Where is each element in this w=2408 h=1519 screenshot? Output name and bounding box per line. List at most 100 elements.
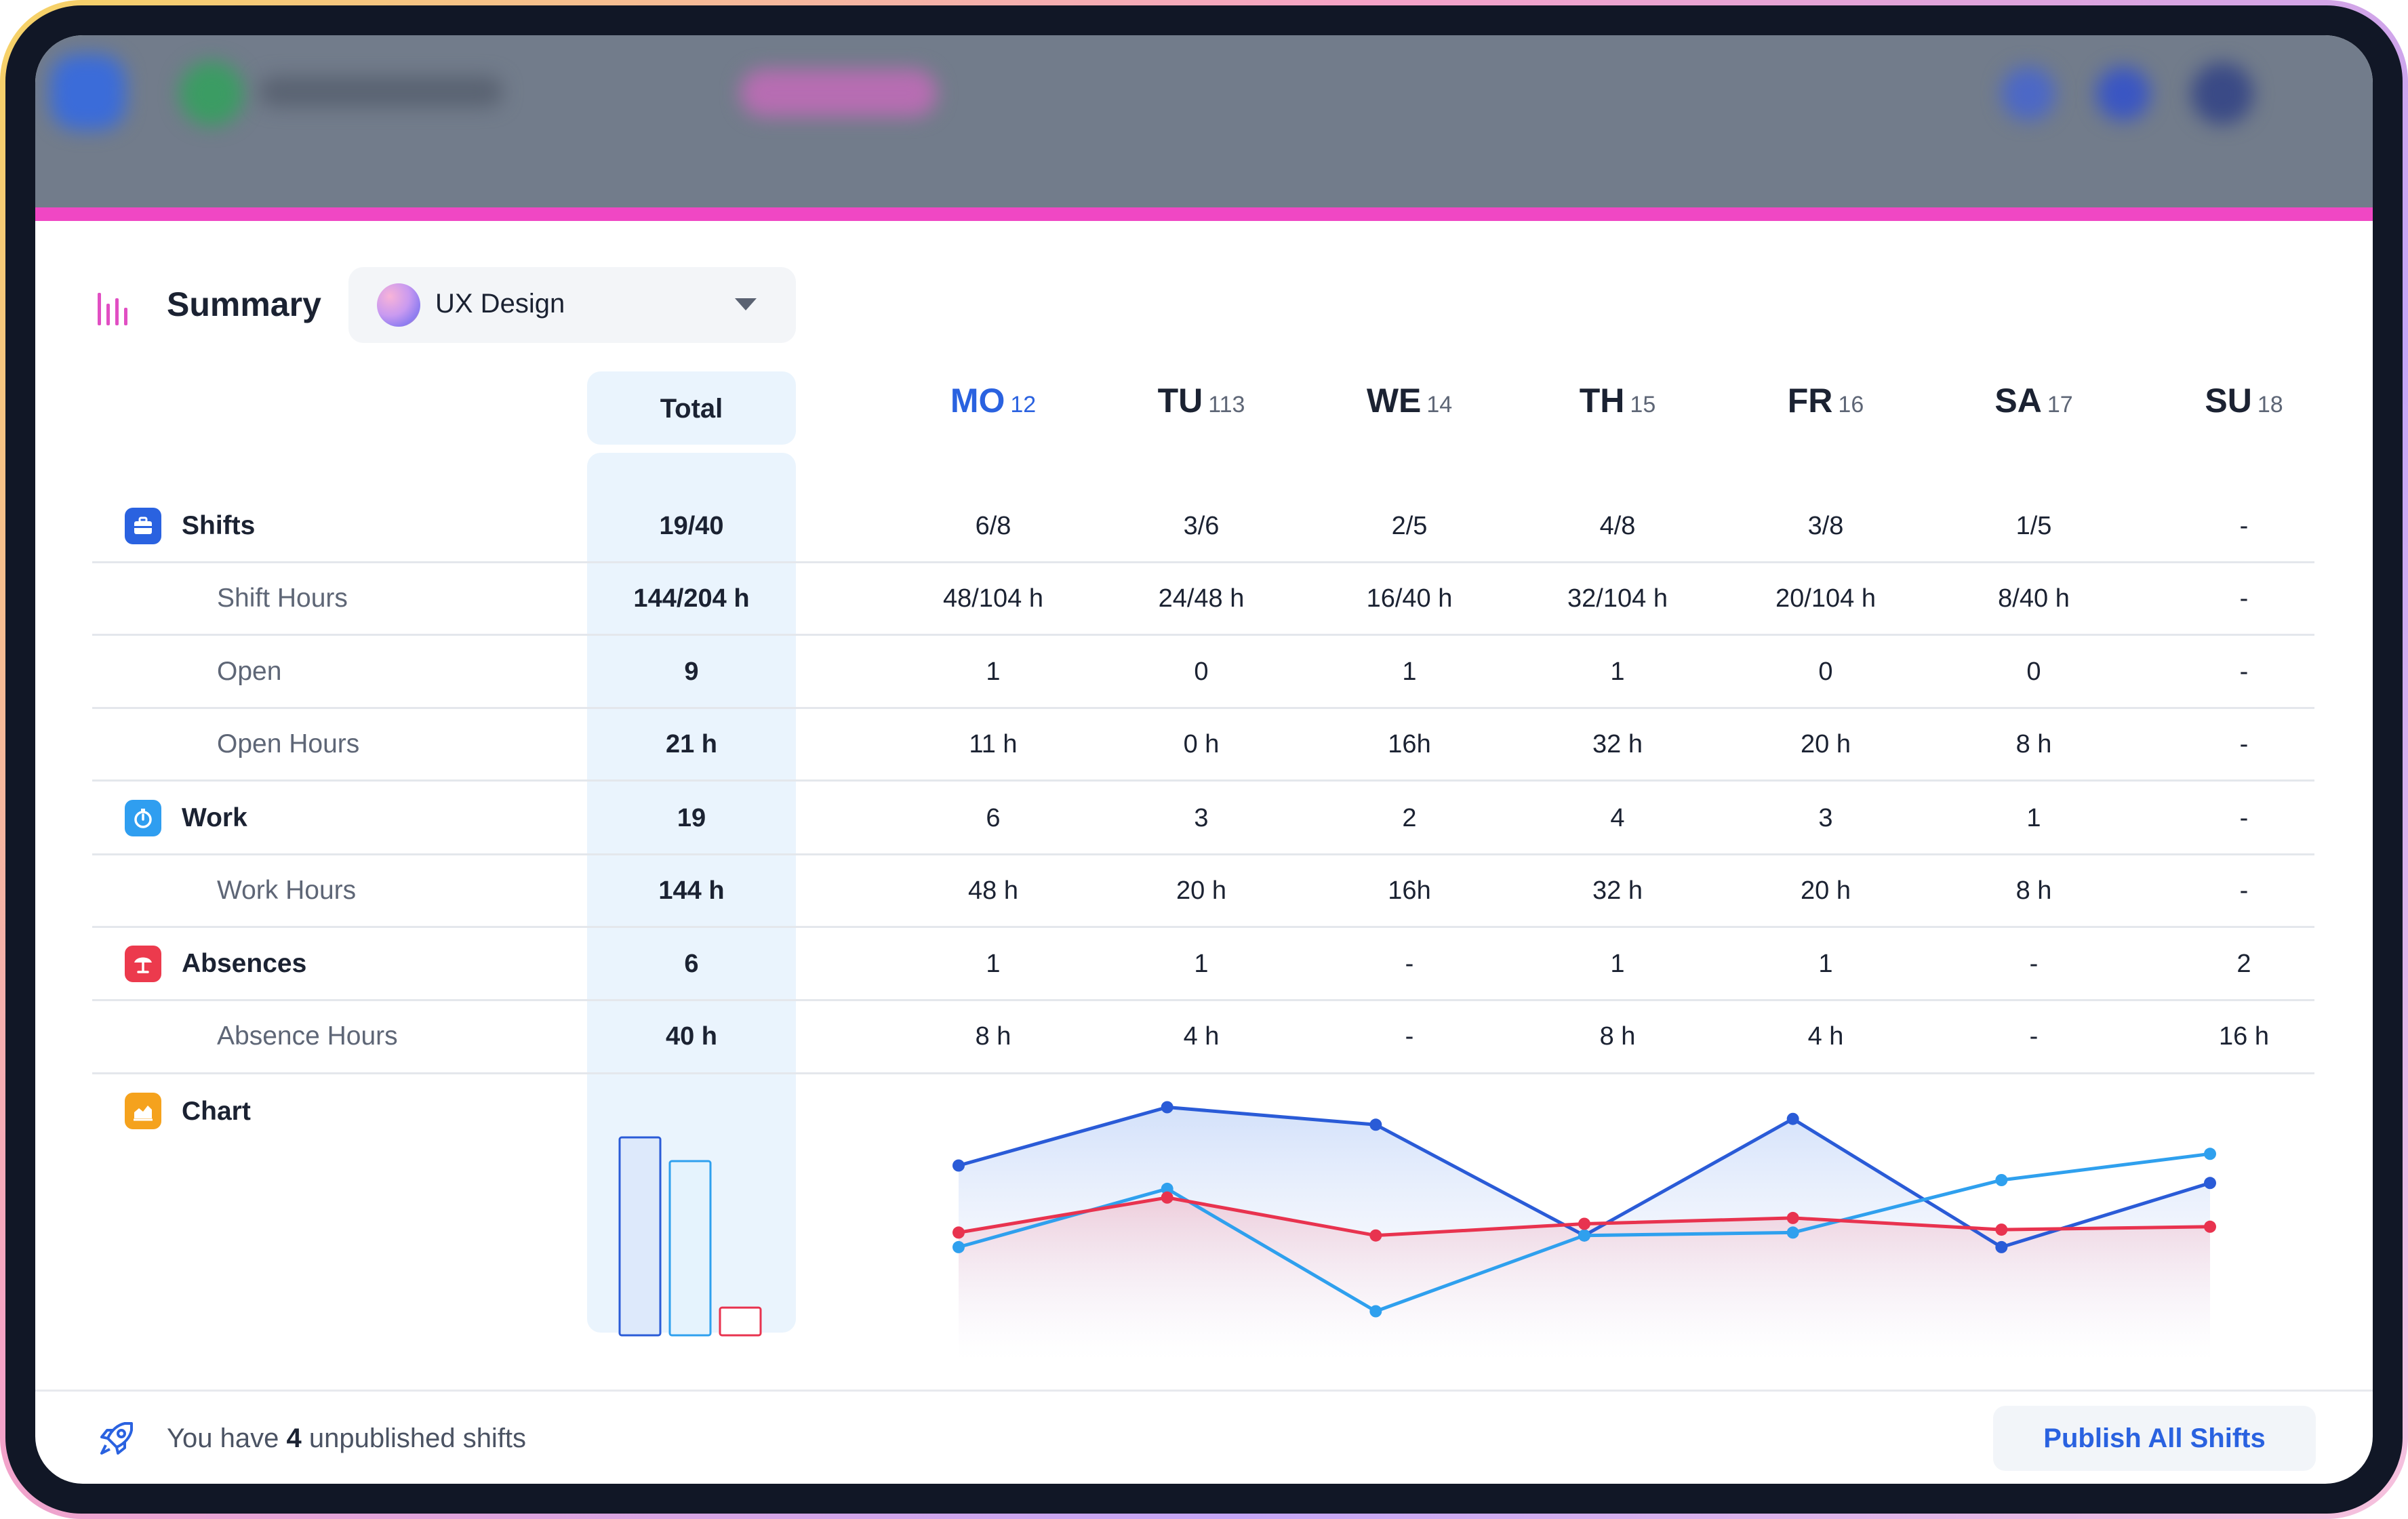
shifts-su: - — [2239, 512, 2249, 540]
series-1-point-su — [2204, 1148, 2216, 1160]
work-su: - — [2239, 804, 2249, 832]
row-divider — [92, 634, 2314, 636]
row-label-open-hours: Open Hours — [217, 729, 360, 758]
team-selector-dropdown[interactable]: UX Design — [348, 267, 796, 343]
series-0-point-su — [2204, 1177, 2216, 1190]
help-icon — [2096, 66, 2150, 121]
series-0-point-tu — [1161, 1101, 1173, 1114]
open-hours-mo: 11 h — [969, 730, 1018, 758]
open-we: 1 — [1402, 657, 1417, 686]
shifts-total: 19/40 — [659, 512, 724, 540]
series-2-area — [959, 1197, 2210, 1358]
open-mo: 1 — [986, 657, 1001, 686]
series-2-point-we — [1369, 1229, 1382, 1242]
day-header-we: WE 14 — [1367, 381, 1452, 420]
work-fr: 3 — [1818, 804, 1833, 832]
absence-hours-fr: 4 h — [1807, 1022, 1844, 1051]
shifts-mo: 6/8 — [975, 512, 1011, 540]
day-number: 12 — [1010, 392, 1037, 418]
stopwatch-icon — [125, 800, 161, 836]
series-1-point-sa — [1995, 1174, 2008, 1186]
shift-hours-fr: 20/104 h — [1775, 584, 1876, 613]
open-su: - — [2239, 657, 2249, 686]
open-hours-sa: 8 h — [2015, 730, 2052, 758]
day-header-tu: TU 113 — [1158, 381, 1245, 420]
work-sa: 1 — [2026, 804, 2041, 832]
shift-hours-we: 16/40 h — [1366, 584, 1453, 613]
absence-hours-th: 8 h — [1599, 1022, 1636, 1051]
row-divider — [92, 707, 2314, 709]
shift-hours-su: - — [2239, 584, 2249, 613]
company-name-blur — [259, 76, 503, 107]
footer-text-after: unpublished shifts — [301, 1423, 527, 1453]
day-number: 15 — [1630, 392, 1656, 418]
open-hours-th: 32 h — [1592, 730, 1643, 758]
total-column-header — [587, 371, 796, 445]
work-mo: 6 — [986, 804, 1001, 832]
absence-hours-total: 40 h — [665, 1022, 718, 1051]
row-divider — [92, 926, 2314, 928]
open-tu: 0 — [1194, 657, 1209, 686]
work-hours-su: - — [2239, 876, 2249, 905]
absence-hours-mo: 8 h — [975, 1022, 1011, 1051]
series-2-point-th — [1578, 1217, 1590, 1230]
summary-title: Summary — [167, 285, 321, 323]
publish-all-shifts-button[interactable]: Publish All Shifts — [1993, 1406, 2316, 1471]
row-divider — [92, 561, 2314, 563]
day-abbr: MO — [950, 382, 1005, 420]
day-header-mo: MO 12 — [950, 381, 1036, 420]
day-header-su: SU 18 — [2205, 381, 2283, 420]
app-logo-icon — [50, 54, 126, 130]
total-header-label: Total — [660, 394, 723, 424]
work-hours-we: 16h — [1388, 876, 1431, 905]
absence-hours-sa: - — [2029, 1022, 2039, 1051]
absences-mo: 1 — [986, 950, 1001, 978]
series-1-point-fr — [1786, 1226, 1799, 1239]
work-we: 2 — [1402, 804, 1417, 832]
day-abbr: SA — [1994, 382, 2042, 420]
day-number: 18 — [2257, 392, 2283, 418]
absence-hours-tu: 4 h — [1183, 1022, 1220, 1051]
series-2-point-fr — [1786, 1211, 1799, 1224]
work-hours-total: 144 h — [658, 876, 725, 905]
row-divider — [92, 853, 2314, 855]
footer-divider — [35, 1390, 2373, 1392]
series-0-point-we — [1369, 1118, 1382, 1131]
shifts-th: 4/8 — [1599, 512, 1636, 540]
footer-text-before: You have — [167, 1423, 287, 1453]
absences-total: 6 — [684, 950, 699, 978]
day-header-fr: FR 16 — [1788, 381, 1864, 420]
shift-hours-th: 32/104 h — [1567, 584, 1668, 613]
absence-hours-su: 16 h — [2219, 1022, 2269, 1051]
series-1-point-mo — [952, 1240, 965, 1253]
series-1-point-tu — [1161, 1182, 1173, 1195]
rocket-icon — [100, 1422, 133, 1455]
work-hours-mo: 48 h — [968, 876, 1018, 905]
company-avatar — [179, 61, 244, 126]
area-chart-icon — [125, 1093, 161, 1129]
open-hours-tu: 0 h — [1183, 730, 1220, 758]
beach-umbrella-icon — [125, 946, 161, 982]
unpublished-count: 4 — [286, 1423, 302, 1453]
team-avatar — [377, 283, 420, 327]
day-number: 16 — [1838, 392, 1864, 418]
open-hours-fr: 20 h — [1801, 730, 1851, 758]
row-label-work: Work — [182, 803, 247, 832]
work-total: 19 — [677, 804, 706, 832]
absences-tu: 1 — [1194, 950, 1209, 978]
day-header-sa: SA 17 — [1994, 381, 2072, 420]
shifts-fr: 3/8 — [1807, 512, 1844, 540]
accent-bar — [35, 207, 2373, 221]
open-hours-total: 21 h — [665, 730, 718, 758]
day-number: 17 — [2047, 392, 2073, 418]
series-2-point-tu — [1161, 1191, 1173, 1204]
work-hours-sa: 8 h — [2015, 876, 2052, 905]
bar-chart-icon — [98, 293, 127, 325]
row-divider — [92, 779, 2314, 782]
absences-sa: - — [2029, 950, 2039, 978]
row-divider — [92, 1072, 2314, 1074]
series-2-point-mo — [952, 1226, 965, 1239]
day-abbr: SU — [2205, 382, 2252, 420]
series-2-point-sa — [1995, 1223, 2008, 1236]
